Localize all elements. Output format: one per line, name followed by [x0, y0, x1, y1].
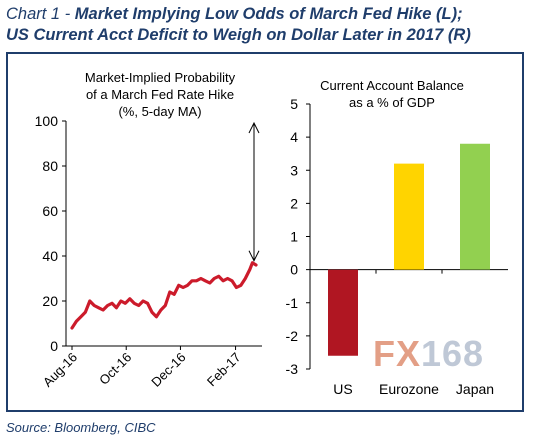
right-y-tick-label: 3 [290, 162, 298, 178]
bar-eurozone [394, 163, 424, 270]
left-y-tick-label: 80 [42, 158, 58, 174]
category-label-us: US [333, 381, 352, 397]
chart-number: Chart 1 - [6, 5, 75, 23]
right-y-tick-label: 1 [290, 229, 298, 245]
left-x-tick-label: Dec-16 [148, 350, 188, 390]
left-line-chart: Market-Implied Probability of a March Fed… [35, 70, 262, 390]
left-title-line: of a March Fed Rate Hike [86, 87, 234, 102]
bar-us [328, 269, 358, 356]
right-y-tick-label: -3 [286, 361, 299, 377]
left-y-tick-label: 0 [50, 338, 58, 354]
right-y-tick-label: -2 [286, 328, 299, 344]
left-y-tick-label: 40 [42, 248, 58, 264]
right-title-line: as a % of GDP [349, 95, 435, 110]
source-note: Source: Bloomberg, CIBC [6, 420, 156, 435]
left-x-tick-label: Aug-16 [40, 350, 80, 390]
title-line-2: US Current Acct Deficit to Weigh on Doll… [6, 26, 471, 44]
watermark-logo: FX168 [373, 333, 484, 375]
category-label-eurozone: Eurozone [379, 381, 439, 397]
arrow-head-up [248, 121, 260, 134]
left-x-tick-label: Feb-17 [204, 350, 244, 390]
arrow-head-down [248, 250, 260, 262]
right-y-tick-label: 2 [290, 195, 298, 211]
left-x-tick-label: Oct-16 [96, 350, 134, 388]
title-line-1: Market Implying Low Odds of March Fed Hi… [74, 5, 463, 23]
right-bar-chart: Current Account Balance as a % of GDP 5 4 3 2… [286, 78, 508, 397]
left-y-tick-label: 20 [42, 293, 58, 309]
watermark-number: 168 [421, 333, 485, 374]
right-y-tick-label: 0 [290, 262, 298, 278]
right-y-tick-label: -1 [286, 295, 299, 311]
bar-japan [460, 143, 490, 270]
category-label-japan: Japan [456, 381, 494, 397]
left-title-line: (%, 5-day MA) [118, 104, 201, 119]
chart-frame [6, 52, 524, 412]
left-title-line: Market-Implied Probability [85, 70, 236, 85]
right-title-line: Current Account Balance [320, 78, 464, 93]
watermark-fx: FX [373, 333, 422, 374]
chart-title: Chart 1 - Market Implying Low Odds of Ma… [6, 4, 534, 46]
left-y-tick-label: 60 [42, 203, 58, 219]
right-y-tick-label: 5 [290, 96, 298, 112]
left-y-tick-label: 100 [35, 113, 59, 129]
fed-hike-probability-line [70, 261, 258, 330]
right-y-tick-label: 4 [290, 129, 298, 145]
